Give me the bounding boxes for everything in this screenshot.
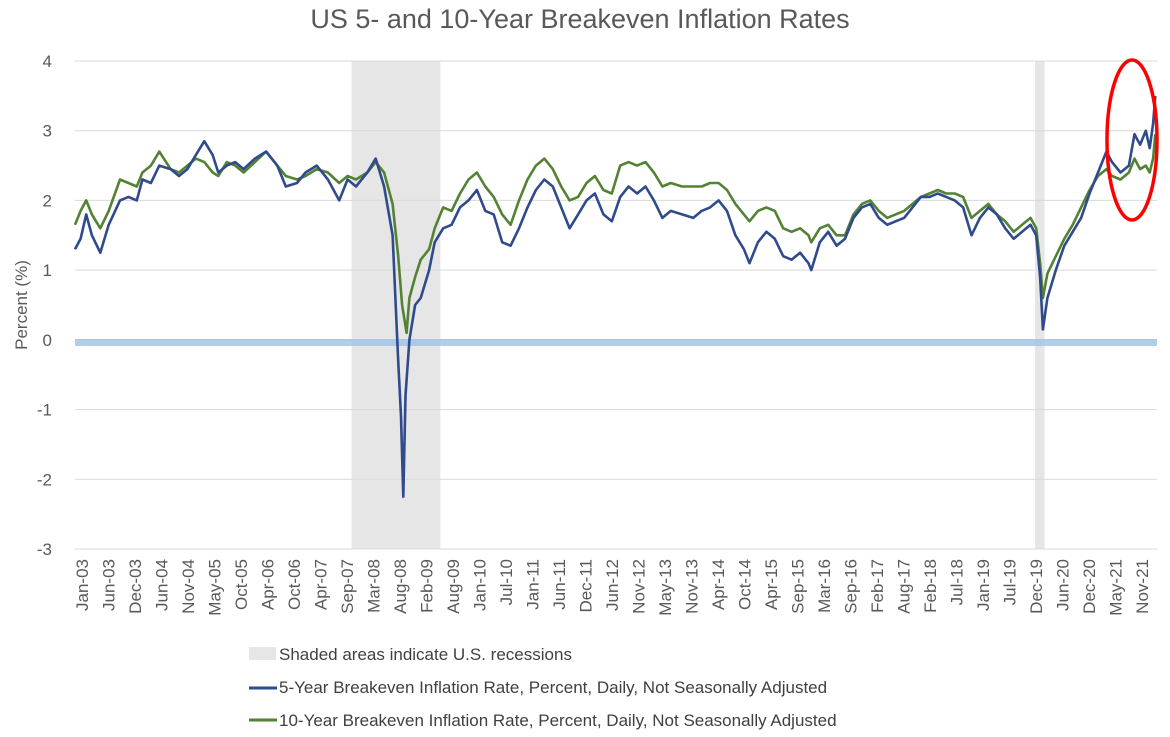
x-tick-label: Sep-16 (842, 559, 861, 614)
x-tick-label: Oct-14 (736, 559, 755, 610)
y-tick-label: 3 (43, 122, 52, 141)
x-tick-label: Sep-15 (789, 559, 808, 614)
x-tick-label: Feb-09 (418, 559, 437, 613)
x-tick-label: Mar-16 (815, 559, 834, 613)
grid-layer (75, 60, 1157, 550)
x-tick-label: May-05 (206, 559, 225, 616)
x-tick-label: Aug-17 (895, 559, 914, 614)
x-tick-label: Jun-03 (100, 559, 119, 611)
x-tick-label: Jul-19 (1001, 559, 1020, 605)
x-tick-label: Nov-12 (630, 559, 649, 614)
x-tick-label: Dec-11 (577, 559, 596, 613)
x-tick-label: Jan-10 (471, 559, 490, 611)
y-tick-label: 0 (43, 331, 52, 350)
y-tick-label: -3 (37, 540, 52, 559)
legend-five-year-label: 5-Year Breakeven Inflation Rate, Percent… (279, 678, 827, 697)
legend-recession-swatch (249, 647, 276, 660)
y-tick-label: -2 (37, 470, 52, 489)
x-tick-label: Jun-04 (153, 559, 172, 611)
x-tick-layer: Jan-03 Jun-03 Dec-03 Jun-04 Nov-04 May-05 Oct-… (73, 559, 1152, 616)
legend-recession-label: Shaded areas indicate U.S. recessions (279, 645, 572, 664)
y-tick-label: -1 (37, 401, 52, 420)
x-tick-label: Apr-15 (762, 559, 781, 610)
x-tick-label: Aug-09 (444, 559, 463, 614)
x-tick-label: Jun-12 (603, 559, 622, 611)
y-tick-layer: 4 3 2 1 0 -1 -2 -3 (37, 52, 52, 559)
x-tick-label: Apr-06 (259, 559, 278, 610)
x-tick-label: May-21 (1107, 559, 1126, 616)
y-axis-title: Percent (%) (12, 260, 31, 350)
x-tick-label: Apr-14 (709, 559, 728, 610)
five-year-series-line (73, 95, 1157, 499)
x-tick-label: Dec-19 (1027, 559, 1046, 614)
x-tick-label: Apr-07 (312, 559, 331, 610)
x-tick-label: Feb-18 (921, 559, 940, 613)
x-tick-label: Jul-10 (497, 559, 516, 605)
highlight-ellipse (1105, 58, 1159, 222)
recession-layer (351, 61, 1045, 549)
x-tick-label: Jul-18 (948, 559, 967, 605)
x-tick-label: Jun-20 (1054, 559, 1073, 611)
x-tick-label: Aug-08 (391, 559, 410, 614)
ten-year-series-line (73, 134, 1157, 335)
x-tick-label: Jun-11 (550, 559, 569, 610)
x-tick-label: Mar-08 (365, 559, 384, 613)
x-tick-label: Jan-11 (524, 559, 543, 610)
x-tick-label: Jan-03 (73, 559, 92, 611)
zero-line-highlight (75, 339, 1157, 346)
x-tick-label: Oct-05 (232, 559, 251, 610)
x-tick-label: Jan-19 (974, 559, 993, 611)
x-tick-label: Nov-04 (179, 559, 198, 614)
x-tick-label: Sep-07 (338, 559, 357, 614)
series-layer (73, 95, 1157, 499)
x-tick-label: Dec-20 (1080, 559, 1099, 614)
x-tick-label: Feb-17 (868, 559, 887, 613)
chart-title: US 5- and 10-Year Breakeven Inflation Ra… (310, 4, 850, 34)
recession-band-2 (1035, 61, 1045, 549)
y-tick-label: 2 (43, 191, 52, 210)
y-tick-label: 4 (43, 52, 52, 71)
x-tick-label: Nov-13 (683, 559, 702, 614)
x-tick-label: Nov-21 (1133, 559, 1152, 614)
x-tick-label: May-13 (656, 559, 675, 616)
x-tick-label: Dec-03 (126, 559, 145, 614)
legend-ten-year-label: 10-Year Breakeven Inflation Rate, Percen… (279, 711, 837, 730)
y-tick-label: 1 (43, 261, 52, 280)
x-tick-label: Oct-06 (285, 559, 304, 610)
